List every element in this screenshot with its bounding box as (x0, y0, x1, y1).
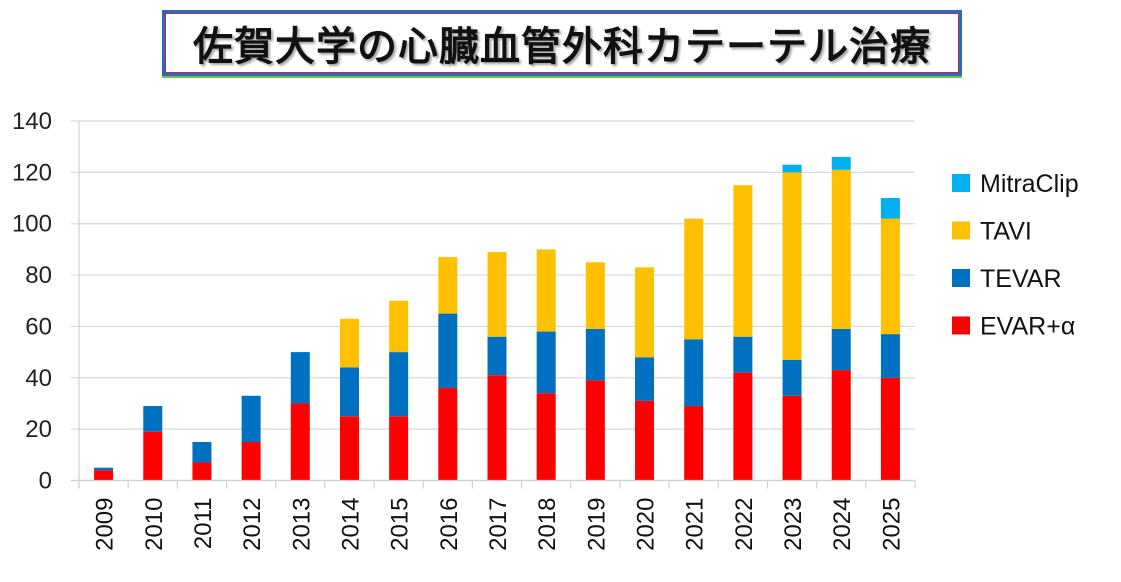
bar-segment-tevar-2012 (241, 395, 261, 442)
bar-segment-evar-2025 (880, 377, 900, 481)
bar-segment-evar-2023 (782, 395, 802, 481)
bar-segment-tevar-2018 (536, 331, 556, 394)
bar-segment-mitraclip-2023 (782, 164, 802, 173)
y-tick-label: 100 (12, 211, 52, 238)
bar-segment-tevar-2024 (831, 328, 851, 371)
bar-segment-evar-2009 (94, 470, 114, 481)
bar-segment-tavi-2018 (536, 249, 556, 332)
legend-label: MitraClip (980, 170, 1079, 198)
x-tick-label: 2025 (878, 498, 905, 551)
x-tick-label: 2014 (337, 498, 364, 551)
bar-segment-tevar-2022 (733, 336, 753, 373)
legend-item: TAVI (952, 218, 1032, 246)
bar-segment-tevar-2009 (94, 467, 114, 471)
bar-segment-mitraclip-2024 (831, 156, 851, 170)
bars (94, 156, 900, 481)
bar-segment-evar-2013 (290, 403, 310, 481)
x-tick-label: 2010 (141, 498, 168, 551)
bar-segment-tavi-2023 (782, 172, 802, 360)
bar-segment-evar-2018 (536, 393, 556, 481)
bar-segment-evar-2019 (585, 380, 605, 481)
legend-label: TAVI (980, 218, 1032, 246)
x-tick-label: 2020 (633, 498, 660, 551)
chart-title-box: 佐賀大学の心臓血管外科カテーテル治療 (162, 10, 962, 76)
y-tick-label: 20 (25, 416, 52, 443)
x-tick-label: 2024 (829, 498, 856, 551)
bar-segment-evar-2021 (684, 406, 704, 481)
legend-item: TEVAR (952, 265, 1062, 293)
bar-segment-evar-2011 (192, 462, 212, 481)
legend: MitraClip TAVI TEVAR EVAR+α (952, 170, 1079, 341)
bar-segment-evar-2017 (487, 375, 507, 481)
bar-segment-tavi-2024 (831, 169, 851, 329)
legend-swatch (952, 221, 970, 240)
bar-segment-evar-2020 (635, 400, 655, 481)
bar-segment-tevar-2025 (880, 334, 900, 378)
bar-segment-evar-2015 (389, 416, 409, 481)
y-tick-label: 80 (25, 262, 52, 289)
x-tick-label: 2022 (731, 498, 758, 551)
x-tick-label: 2019 (583, 498, 610, 551)
legend-item: EVAR+α (952, 313, 1075, 341)
x-tick-label: 2017 (485, 498, 512, 551)
bar-segment-evar-2024 (831, 370, 851, 481)
bar-segment-tavi-2022 (733, 185, 753, 337)
bar-segment-tevar-2016 (438, 313, 458, 389)
bar-segment-tevar-2010 (143, 406, 163, 432)
bar-segment-tevar-2015 (389, 352, 409, 417)
bar-segment-tavi-2016 (438, 257, 458, 314)
chart-title: 佐賀大学の心臓血管外科カテーテル治療 (193, 23, 931, 70)
bar-segment-evar-2012 (241, 441, 261, 481)
y-tick-label: 140 (12, 108, 52, 135)
y-tick-label: 120 (12, 159, 52, 186)
bar-segment-tevar-2017 (487, 336, 507, 376)
x-tick-label: 2013 (288, 498, 315, 551)
y-tick-label: 60 (25, 313, 52, 340)
x-tick-label: 2023 (780, 498, 807, 551)
x-tick-label: 2012 (239, 498, 266, 551)
bar-segment-tavi-2021 (684, 218, 704, 340)
bar-segment-tevar-2023 (782, 359, 802, 396)
x-axis: 2009 2010 2011 2012 2013 2014 2015 2016 2017 2018… (71, 479, 916, 551)
bar-segment-tavi-2017 (487, 251, 507, 337)
legend-label: TEVAR (980, 265, 1062, 293)
legend-label: EVAR+α (980, 313, 1075, 341)
bar-segment-mitraclip-2025 (880, 198, 900, 219)
legend-item: MitraClip (952, 170, 1079, 198)
bar-segment-tavi-2025 (880, 218, 900, 335)
bar-segment-tevar-2021 (684, 339, 704, 407)
bar-segment-evar-2014 (339, 416, 359, 481)
x-tick-label: 2021 (682, 498, 709, 551)
bar-segment-tevar-2014 (339, 367, 359, 417)
y-tick-label: 0 (39, 468, 52, 495)
bar-segment-evar-2022 (733, 372, 753, 481)
bar-segment-tevar-2013 (290, 352, 310, 404)
x-tick-label: 2018 (534, 498, 561, 551)
bar-segment-evar-2010 (143, 431, 163, 481)
bar-segment-tavi-2020 (635, 267, 655, 358)
x-tick-label: 2009 (92, 498, 119, 551)
bar-segment-tevar-2020 (635, 357, 655, 401)
bar-segment-tevar-2019 (585, 328, 605, 381)
bar-segment-evar-2016 (438, 388, 458, 481)
legend-swatch (952, 269, 970, 287)
bar-segment-tavi-2014 (339, 318, 359, 368)
bar-segment-tavi-2019 (585, 262, 605, 329)
legend-swatch (952, 174, 970, 192)
y-axis: 0 20 40 60 80 100 120 140 (12, 108, 80, 495)
y-tick-label: 40 (25, 365, 52, 392)
legend-swatch (952, 316, 970, 335)
x-tick-label: 2015 (387, 498, 414, 551)
bar-segment-tavi-2015 (389, 300, 409, 353)
x-tick-label: 2016 (436, 498, 463, 551)
bar-segment-tevar-2011 (192, 441, 212, 463)
x-tick-label: 2011 (190, 498, 217, 550)
